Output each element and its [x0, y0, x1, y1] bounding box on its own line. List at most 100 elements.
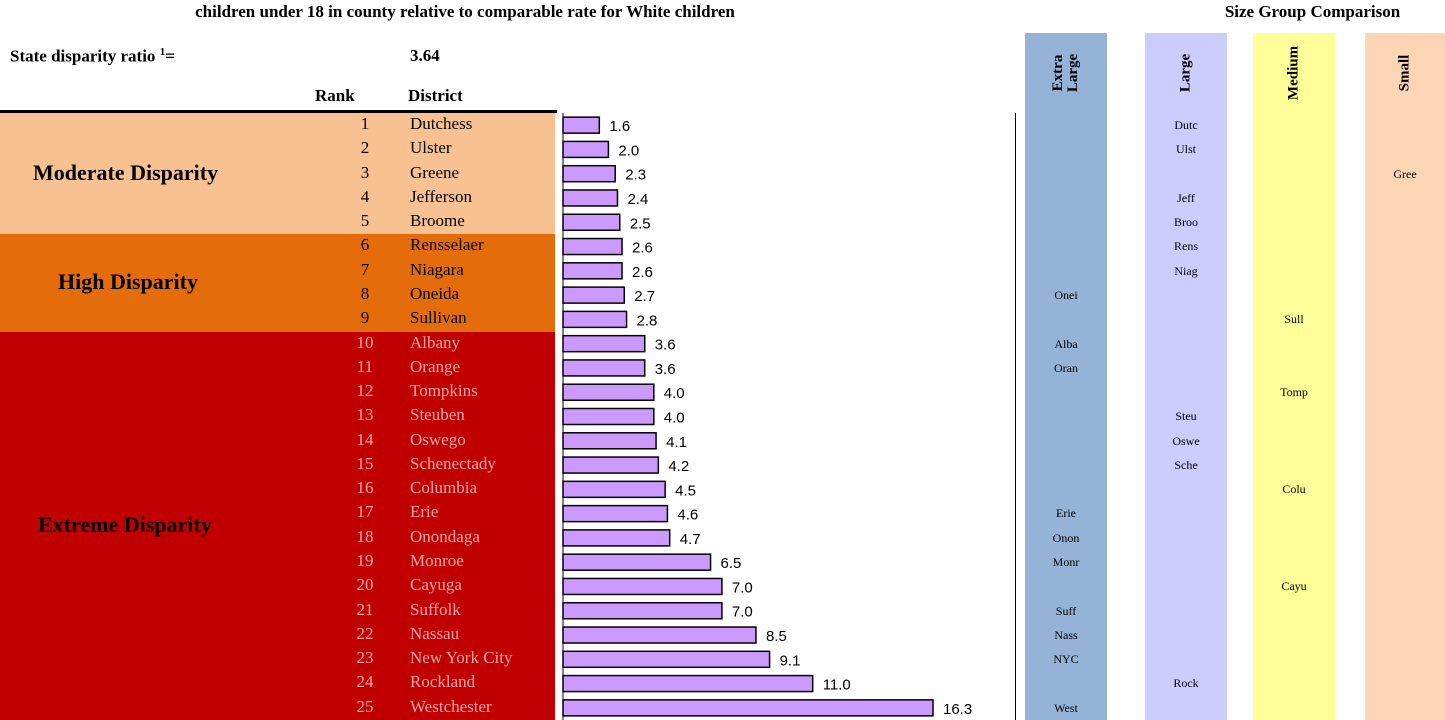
size-column-header: Extra Large [1025, 33, 1107, 113]
rank-cell: 21 [356, 599, 374, 619]
size-column-label: Extra Large [1050, 53, 1081, 93]
rank-cell: 11 [356, 356, 374, 376]
bar-value-label: 2.6 [632, 264, 653, 281]
bar-value-label: 2.7 [634, 288, 655, 305]
district-column-header: District [408, 86, 463, 105]
size-group-entry: Suff [1055, 603, 1077, 618]
size-group-entry: Cayu [1281, 579, 1307, 594]
size-column-label: Large [1177, 53, 1194, 93]
district-cell: Ulster [410, 138, 452, 158]
equals-sign: = [165, 46, 175, 66]
band-label: Extreme Disparity [38, 511, 212, 537]
bar-value-label: 16.3 [943, 701, 972, 718]
rank-cell: 9 [360, 308, 370, 328]
district-cell: New York City [410, 648, 513, 668]
bar-value-label: 2.8 [637, 312, 658, 329]
rank-cell: 6 [360, 235, 370, 255]
header-rule [0, 110, 557, 113]
bar [562, 432, 657, 450]
rank-cell: 20 [356, 575, 374, 595]
bar-value-label: 7.0 [732, 579, 753, 596]
rank-cell: 8 [360, 283, 370, 303]
bar-value-label: 3.6 [655, 337, 676, 354]
bar [562, 674, 814, 693]
district-cell: Rockland [410, 672, 476, 692]
size-group-entry: Onon [1052, 530, 1080, 545]
district-cell: Jefferson [410, 186, 472, 206]
size-group-entry: Gree [1393, 166, 1417, 181]
rank-cell: 13 [356, 405, 374, 425]
district-cell: Onondaga [410, 526, 480, 546]
rank-cell: 17 [356, 502, 374, 522]
bar [562, 116, 601, 134]
size-group-entry: Sche [1174, 457, 1198, 472]
bar [562, 286, 626, 304]
bar [562, 480, 666, 499]
bar [562, 164, 616, 183]
band-high-disparity [0, 234, 555, 332]
rank-cell: 25 [356, 696, 374, 716]
bar [562, 310, 628, 329]
rank-cell: 19 [356, 551, 374, 571]
bar [562, 262, 623, 280]
size-group-entry: Monr [1052, 555, 1080, 570]
size-group-entry: Onei [1054, 287, 1078, 302]
bar-value-label: 11.0 [823, 677, 851, 694]
bar [562, 383, 655, 401]
size-column-header: Medium [1253, 33, 1335, 113]
rank-cell: 3 [360, 162, 370, 182]
rank-cell: 7 [360, 259, 370, 279]
size-column-header: Large [1145, 33, 1227, 113]
size-group-entry: Tomp [1280, 385, 1308, 400]
disparity-bar-chart: 1.6 2.0 2.3 2.4 2.5 2.6 2.6 2.7 2.8 3.6 3.6 4.0 4.0 4… [562, 113, 972, 720]
chart-right-border [1015, 113, 1016, 720]
size-group-entry: Broo [1174, 215, 1198, 230]
band-moderate-disparity [0, 113, 555, 235]
bar [562, 504, 669, 523]
rank-cell: 10 [356, 332, 374, 352]
district-cell: Steuben [410, 405, 465, 425]
bar [562, 699, 934, 717]
rank-cell: 12 [356, 381, 374, 401]
district-cell: Tompkins [410, 381, 478, 401]
bar-value-label: 4.0 [664, 410, 685, 427]
district-cell: Cayuga [410, 575, 462, 595]
bar [562, 237, 623, 256]
size-column [1025, 113, 1107, 720]
size-group-entry: West [1054, 700, 1078, 715]
rank-cell: 2 [360, 138, 370, 158]
bar [562, 650, 771, 669]
state-disparity-label: State disparity ratio 1= [10, 46, 175, 67]
size-group-entry: Rock [1173, 676, 1199, 691]
band-extreme-disparity [0, 331, 555, 720]
size-column-label: Medium [1285, 45, 1302, 101]
district-cell: Greene [410, 162, 460, 182]
bar-value-label: 2.3 [625, 167, 646, 184]
size-group-title: Size Group Comparison [1224, 2, 1401, 21]
district-cell: Niagara [410, 259, 464, 279]
rank-cell: 5 [360, 211, 370, 231]
size-group-entry: Erie [1056, 506, 1076, 521]
bar [562, 359, 646, 377]
bar-value-label: 4.2 [668, 458, 689, 475]
rank-cell: 4 [360, 186, 370, 206]
size-group-entry: Oran [1054, 360, 1078, 375]
size-group-entry: Colu [1282, 482, 1306, 497]
bar [562, 456, 660, 474]
bar-value-label: 4.6 [677, 507, 698, 524]
bar [562, 626, 757, 644]
district-cell: Suffolk [410, 599, 461, 619]
footnote-marker: 1 [159, 46, 166, 58]
size-group-entry: Nass [1054, 627, 1078, 642]
bar-value-label: 2.4 [627, 191, 648, 208]
state-disparity-value: 3.64 [410, 46, 440, 65]
bar-value-label: 3.6 [655, 361, 676, 378]
rank-cell: 23 [356, 648, 374, 668]
bar-value-label: 9.1 [780, 652, 801, 669]
bar [562, 601, 723, 620]
size-group-entry: Ulst [1175, 142, 1196, 157]
size-group-entry: Steu [1175, 409, 1197, 424]
bar-value-label: 6.5 [721, 555, 742, 572]
rank-cell: 16 [356, 478, 374, 498]
band-label: Moderate Disparity [33, 159, 219, 185]
